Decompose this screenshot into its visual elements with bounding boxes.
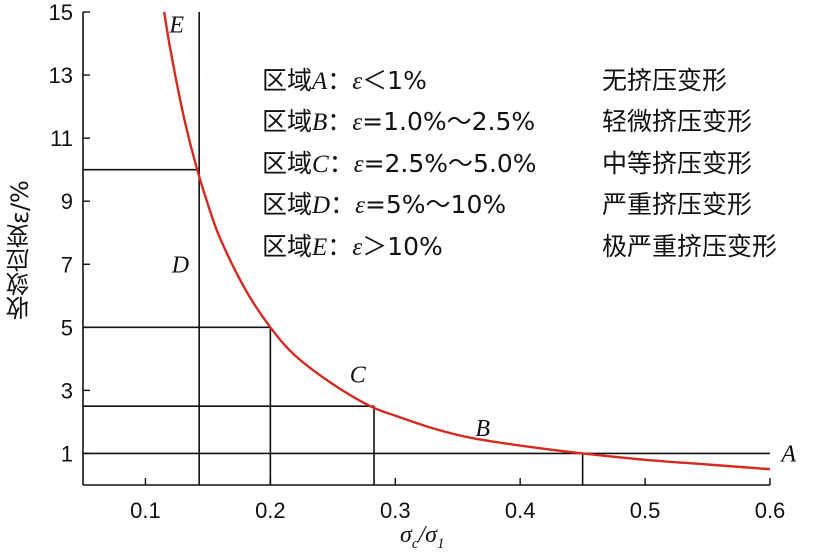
x-tick-label: 0.4 <box>505 498 536 523</box>
legend-epsilon: ε <box>353 150 364 178</box>
region-label-a: A <box>779 441 796 467</box>
legend-description: 极严重挤压变形 <box>602 231 778 261</box>
x-tick-label: 0.3 <box>380 498 411 523</box>
legend-colon: ： <box>330 190 356 220</box>
region-label-e: E <box>168 13 184 39</box>
x-tick-label: 0.1 <box>130 498 161 523</box>
legend-description: 严重挤压变形 <box>602 190 753 220</box>
x-tick-label: 0.6 <box>755 498 786 523</box>
y-tick-label: 13 <box>49 63 73 88</box>
legend-row-d: 区域D：ε=5%～10% 严重挤压变形 <box>262 183 777 225</box>
legend-epsilon: ε <box>352 109 363 137</box>
y-tick-label: 7 <box>61 252 73 277</box>
x-axis-label-sub1: c <box>411 535 419 552</box>
legend-letter: A <box>312 67 328 95</box>
y-tick-label: 15 <box>49 0 73 25</box>
legend-letter: B <box>312 109 328 137</box>
legend-epsilon: ε <box>352 67 363 95</box>
legend-range: =5%～10% <box>364 190 507 220</box>
x-axis-label-main: σ <box>400 522 412 548</box>
legend-colon: ： <box>327 231 353 261</box>
y-tick-label: 5 <box>61 315 73 340</box>
legend-row-a: 区域A：ε＜1% 无挤压变形 <box>262 58 777 100</box>
legend-epsilon: ε <box>352 233 363 261</box>
legend-row-c: 区域C：ε=2.5%～5.0% 中等挤压变形 <box>262 141 777 183</box>
legend-prefix: 区域 <box>262 190 313 220</box>
region-label-b: B <box>475 416 490 442</box>
region-label-d: D <box>171 252 189 278</box>
legend-description: 无挤压变形 <box>602 65 728 95</box>
x-tick-label: 0.2 <box>255 498 286 523</box>
legend-colon: ： <box>327 65 353 95</box>
y-tick-label: 11 <box>50 126 73 151</box>
legend-condition: 区域A：ε＜1% <box>262 61 602 97</box>
legend-range: =2.5%～5.0% <box>363 148 537 178</box>
y-tick-label: 1 <box>61 441 73 466</box>
x-tick-label: 0.5 <box>630 498 661 523</box>
y-axis-label: 收敛应变ε/% <box>6 180 34 320</box>
legend-condition: 区域C：ε=2.5%～5.0% <box>262 144 602 180</box>
legend-range: ＞10% <box>362 231 443 261</box>
legend-letter: C <box>312 150 329 178</box>
legend-prefix: 区域 <box>262 65 313 95</box>
legend: 区域A：ε＜1% 无挤压变形 区域B：ε=1.0%～2.5% 轻微挤压变形 区域… <box>262 58 777 266</box>
legend-letter: E <box>312 233 328 261</box>
convergence-strain-curve <box>163 11 771 471</box>
legend-description: 中等挤压变形 <box>602 148 753 178</box>
legend-colon: ： <box>327 107 353 137</box>
legend-letter: D <box>312 192 331 220</box>
legend-prefix: 区域 <box>262 231 313 261</box>
legend-condition: 区域D：ε=5%～10% <box>262 185 602 221</box>
legend-prefix: 区域 <box>262 148 313 178</box>
y-tick-label: 9 <box>61 189 73 214</box>
legend-range: =1.0%～2.5% <box>362 107 536 137</box>
x-axis-label-sep: /σ <box>418 522 438 548</box>
legend-condition: 区域E：ε＞10% <box>262 227 602 263</box>
legend-description: 轻微挤压变形 <box>602 107 753 137</box>
y-tick-label: 3 <box>61 378 73 403</box>
legend-prefix: 区域 <box>262 107 313 137</box>
x-axis-label-sub2: 1 <box>437 535 445 552</box>
legend-epsilon: ε <box>355 192 365 220</box>
legend-row-e: 区域E：ε＞10% 极严重挤压变形 <box>262 224 777 266</box>
x-axis-label: σc/σ1 <box>400 522 445 553</box>
legend-range: ＜1% <box>362 65 427 95</box>
legend-row-b: 区域B：ε=1.0%～2.5% 轻微挤压变形 <box>262 100 777 142</box>
legend-condition: 区域B：ε=1.0%～2.5% <box>262 102 602 138</box>
region-label-c: C <box>350 363 367 389</box>
legend-colon: ： <box>328 148 354 178</box>
